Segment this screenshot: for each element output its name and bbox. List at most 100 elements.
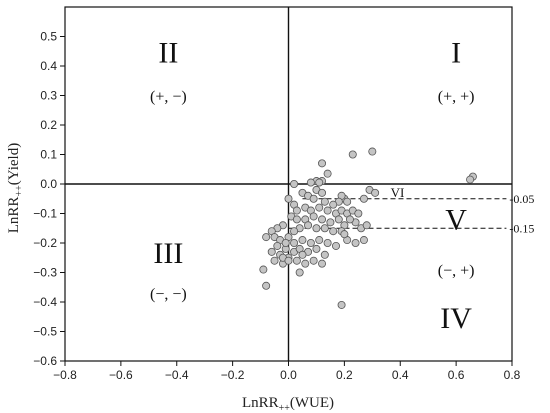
quadrant-numeral: II xyxy=(158,36,178,69)
quadrant-signs: (+, −) xyxy=(150,89,187,106)
data-point xyxy=(318,159,327,168)
data-point xyxy=(323,238,332,247)
data-point xyxy=(290,179,299,188)
data-point xyxy=(354,209,363,218)
data-point xyxy=(292,256,301,265)
y-tick-label: −0.2 xyxy=(33,236,57,250)
x-axis-title: LnRR++(WUE) xyxy=(242,395,334,413)
y-tick-label: 0.2 xyxy=(40,118,57,132)
quadrant-signs: (−, −) xyxy=(150,286,187,303)
data-point xyxy=(362,221,371,230)
data-point xyxy=(306,178,315,187)
y-tick-label: 0.0 xyxy=(40,177,57,191)
data-point xyxy=(273,241,282,250)
y-tick-label: 0.3 xyxy=(40,89,57,103)
y-axis-title-subscript: ++ xyxy=(14,185,25,197)
x-tick-label: 0.6 xyxy=(448,368,465,382)
y-tick-label: 0.1 xyxy=(40,148,57,162)
x-axis-ticks: −0.8 −0.6 −0.4 −0.2 0.0 0.2 0.4 0.6 0.8 xyxy=(53,361,521,382)
data-point xyxy=(290,227,299,236)
quadrant-numeral: IV xyxy=(440,302,472,335)
region-labels: V VI xyxy=(391,185,468,237)
x-tick-label: 0.2 xyxy=(336,368,353,382)
data-point xyxy=(290,238,299,247)
y-axis-ticks: 0.5 0.4 0.3 0.2 0.1 0.0 −0.1 −0.2 −0.3 −0.4 −0.5 −0… xyxy=(33,30,65,368)
quadrant-numeral: III xyxy=(153,237,183,270)
x-tick-label: 0.0 xyxy=(280,368,297,382)
x-tick-label: −0.2 xyxy=(221,368,245,382)
data-point xyxy=(295,268,304,277)
data-point xyxy=(284,194,293,203)
x-tick-label: 0.8 xyxy=(504,368,521,382)
data-point xyxy=(320,197,329,206)
data-point xyxy=(359,194,368,203)
data-point xyxy=(312,224,321,233)
x-tick-label: −0.8 xyxy=(53,368,77,382)
region-label: VI xyxy=(391,185,405,200)
x-tick-label: 0.4 xyxy=(392,368,409,382)
x-tick-label: −0.6 xyxy=(109,368,133,382)
data-point xyxy=(301,259,310,268)
reference-line-label: -0.05 xyxy=(509,192,534,206)
data-point xyxy=(318,215,327,224)
y-tick-label: −0.6 xyxy=(33,354,57,368)
data-point xyxy=(284,256,293,265)
data-point xyxy=(329,200,338,209)
data-point xyxy=(298,250,307,259)
y-tick-label: −0.3 xyxy=(33,266,57,280)
data-point xyxy=(304,221,313,230)
y-axis-title-suffix: (Yield) xyxy=(6,143,22,186)
data-point xyxy=(345,215,354,224)
y-axis-title-main: LnRR xyxy=(6,197,22,234)
data-point xyxy=(323,169,332,178)
zero-axis-lines xyxy=(65,7,512,361)
data-point xyxy=(337,300,346,309)
data-point xyxy=(334,215,343,224)
y-axis-title: LnRR++(Yield) xyxy=(6,143,25,233)
data-point xyxy=(326,218,335,227)
quadrant-numeral: I xyxy=(451,36,461,69)
data-point xyxy=(270,256,279,265)
data-points xyxy=(259,147,477,309)
data-point xyxy=(309,212,318,221)
data-point xyxy=(351,238,360,247)
data-point xyxy=(292,215,301,224)
data-point xyxy=(466,175,475,184)
data-point xyxy=(298,236,307,245)
data-point xyxy=(368,147,377,156)
data-point xyxy=(320,250,329,259)
quadrant-signs: (+, +) xyxy=(438,89,475,106)
data-point xyxy=(281,238,290,247)
quadrant-signs: (−, +) xyxy=(438,263,475,280)
data-point xyxy=(262,233,271,242)
data-point xyxy=(262,281,271,290)
y-tick-label: 0.4 xyxy=(40,59,57,73)
y-tick-label: −0.4 xyxy=(33,295,57,309)
x-axis-title-suffix: (WUE) xyxy=(290,395,334,411)
data-point xyxy=(306,238,315,247)
y-tick-label: −0.1 xyxy=(33,207,57,221)
data-point xyxy=(348,150,357,159)
reference-line-label: -0.15 xyxy=(509,221,534,235)
data-point xyxy=(318,188,327,197)
data-point xyxy=(309,256,318,265)
quadrant-labels: I (+, +) II (+, −) III (−, −) IV (−, +) xyxy=(150,36,474,335)
data-point xyxy=(267,247,276,256)
data-point xyxy=(292,206,301,215)
data-point xyxy=(320,224,329,233)
y-tick-label: 0.5 xyxy=(40,30,57,44)
y-tick-label: −0.5 xyxy=(33,325,57,339)
data-point xyxy=(343,197,352,206)
data-point xyxy=(315,178,324,187)
data-point xyxy=(359,236,368,245)
data-point xyxy=(323,206,332,215)
data-point xyxy=(318,259,327,268)
data-point xyxy=(340,230,349,239)
data-point xyxy=(312,244,321,253)
data-point xyxy=(329,227,338,236)
x-axis-title-main: LnRR xyxy=(242,395,279,411)
data-point xyxy=(331,241,340,250)
data-point xyxy=(259,265,268,274)
data-point xyxy=(371,188,380,197)
